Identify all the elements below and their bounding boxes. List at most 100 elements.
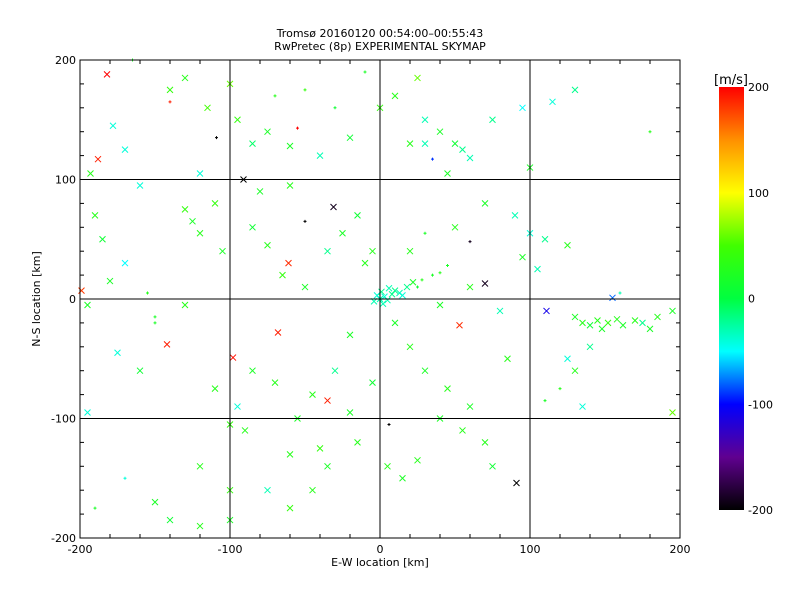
data-point-cross [406,140,414,148]
data-point-cross [286,182,294,189]
data-point-cross [604,319,612,327]
data-point-cross [451,140,459,148]
data-point-dot [438,271,442,275]
data-point-dot [123,476,127,480]
data-point-cross [579,403,586,410]
data-point-cross [579,319,586,327]
data-point-dot [446,264,449,268]
data-point-cross [403,283,411,291]
data-point-cross [264,486,271,494]
x-axis-label: E-W location [km] [331,556,429,569]
data-point-cross [354,439,361,446]
data-point-cross [414,456,421,464]
data-point-cross [166,516,174,524]
data-point-dot [558,387,562,391]
data-point-cross [369,379,376,387]
data-point-cross [594,317,601,324]
data-point-dot [296,126,299,130]
data-point-cross [316,152,324,159]
data-point-cross [669,307,676,315]
colorbar-label: [m/s] [714,73,748,88]
data-point-cross [619,321,627,329]
data-point-cross [87,170,94,177]
data-point-cross [519,253,526,261]
data-point-cross [196,229,204,237]
colorbar-tick-label: -100 [748,398,773,411]
data-point-cross [78,287,85,294]
data-point-dot [153,321,157,325]
data-point-cross [511,211,519,219]
data-point-cross [481,439,489,446]
data-point-cross [444,385,451,392]
data-point-cross [346,409,354,416]
data-point-cross [114,349,121,357]
data-point-cross [373,292,381,299]
chart-title: Tromsø 20160120 00:54:00–00:55:43 [276,27,484,40]
x-tick-label: -200 [68,543,93,556]
data-point-cross [586,343,594,351]
data-point-cross [385,284,393,292]
x-tick-label: 100 [520,543,541,556]
data-point-dot [387,422,391,426]
data-point-cross [646,325,654,333]
data-point-cross [489,462,496,470]
data-point-cross [249,223,256,231]
colorbar-ticks: 200 100 0 -100 -200 [748,81,773,517]
data-point-cross [136,182,144,189]
data-point-cross [564,241,571,249]
data-point-cross [234,116,241,124]
y-tick-label: -100 [51,413,76,426]
data-point-cross [163,341,171,348]
colorbar-tick-label: 100 [748,187,769,200]
data-point-cross [136,367,144,375]
data-point-cross [181,74,189,82]
y-tick-label: 100 [55,174,76,187]
grid-layer [80,60,680,538]
data-point-cross [324,397,331,404]
data-point-cross [391,287,399,294]
data-point-dot [420,278,424,282]
data-point-cross [549,98,556,106]
data-point-cross [534,265,541,273]
data-point-cross [286,504,294,512]
data-point-cross [541,235,549,243]
x-tick-label: 0 [377,543,384,556]
data-point-cross [631,317,639,324]
data-point-dot [303,88,307,92]
y-tick-label: 200 [55,54,76,67]
data-point-cross [466,154,474,162]
y-axis-label: N-S location [km] [30,251,43,347]
data-point-cross [211,385,219,392]
data-point-cross [286,450,294,458]
data-point-cross [456,321,463,329]
data-point-cross [286,142,294,150]
x-tick-label: 200 [670,543,691,556]
data-point-cross [379,300,387,308]
data-point-dot [168,100,172,104]
colorbar [719,87,744,510]
data-point-cross [639,319,646,327]
data-point-dot [363,70,367,74]
data-point-cross [384,296,391,304]
data-point-cross [481,200,489,207]
data-point-cross [84,301,91,309]
data-point-dot [618,291,622,295]
data-point-cross [489,116,496,124]
data-point-cross [316,445,324,452]
data-point-dot [543,399,547,403]
data-point-cross [654,313,661,321]
data-point-cross [436,301,444,309]
data-point-cross [249,367,256,375]
data-point-cross [399,292,406,299]
data-point-cross [354,211,361,219]
data-point-dot [431,273,434,277]
data-point-dot [303,219,307,223]
data-point-cross [571,86,579,94]
chart-subtitle: RwPretec (8p) EXPERIMENTAL SKYMAP [274,40,486,53]
data-point-cross [384,462,391,470]
data-point-cross [84,409,91,416]
data-point-cross [211,200,219,207]
data-point-cross [234,403,241,410]
data-point-cross [229,354,237,361]
data-point-dot [273,94,277,98]
